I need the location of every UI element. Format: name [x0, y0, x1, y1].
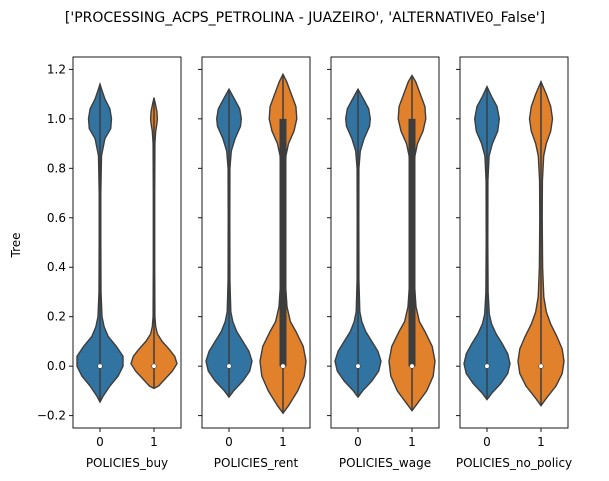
axes-frame — [72, 56, 182, 429]
violin-median-point — [409, 363, 415, 369]
axes-frame — [459, 56, 569, 429]
violin-iqr-box — [279, 118, 287, 367]
x-axis-label: POLICIES_rent — [214, 456, 299, 470]
x-axis-label: POLICIES_wage — [339, 456, 431, 470]
y-tick-label: 1.0 — [47, 112, 66, 126]
violin-median-point — [151, 363, 157, 369]
y-tick-label: −0.2 — [37, 409, 66, 423]
y-tick-label: 0.6 — [47, 211, 66, 225]
violin-median-point — [280, 363, 286, 369]
panels: −0.2 0.0 0.2 0.4 0.6 0.8 1.0 1.2 0 1 POLICIES_buy 0… — [37, 56, 572, 470]
panel-4: 0 1 POLICIES_no_policy — [456, 56, 572, 470]
violin-iqr-box — [408, 118, 416, 367]
chart-title: ['PROCESSING_ACPS_PETROLINA - JUAZEIRO',… — [65, 10, 545, 26]
violin-median-point — [538, 363, 544, 369]
y-tick-label: 1.2 — [47, 62, 66, 76]
violin-median-point — [484, 363, 490, 369]
y-tick-label: 0.0 — [47, 359, 66, 373]
x-tick-label: 0 — [225, 435, 233, 449]
x-tick-label: 0 — [354, 435, 362, 449]
axes-frame — [330, 56, 440, 429]
y-axis-label: Tree — [9, 232, 23, 258]
panel-2: 0 1 POLICIES_rent — [198, 56, 311, 470]
x-axis-label: POLICIES_buy — [86, 456, 168, 470]
x-tick-label: 0 — [96, 435, 104, 449]
x-tick-label: 1 — [408, 435, 416, 449]
violin-median-point — [226, 363, 232, 369]
x-tick-label: 0 — [483, 435, 491, 449]
panel-3: 0 1 POLICIES_wage — [327, 56, 440, 470]
violin-median-point — [97, 363, 103, 369]
x-tick-label: 1 — [537, 435, 545, 449]
y-tick-label: 0.8 — [47, 161, 66, 175]
x-tick-label: 1 — [279, 435, 287, 449]
x-tick-label: 1 — [150, 435, 158, 449]
x-axis-label: POLICIES_no_policy — [456, 456, 572, 470]
violin-median-point — [355, 363, 361, 369]
y-tick-label: 0.2 — [47, 310, 66, 324]
axes-frame — [201, 56, 311, 429]
y-tick-label: 0.4 — [47, 260, 66, 274]
panel-1: −0.2 0.0 0.2 0.4 0.6 0.8 1.0 1.2 0 1 POLICIES_buy — [37, 56, 182, 470]
